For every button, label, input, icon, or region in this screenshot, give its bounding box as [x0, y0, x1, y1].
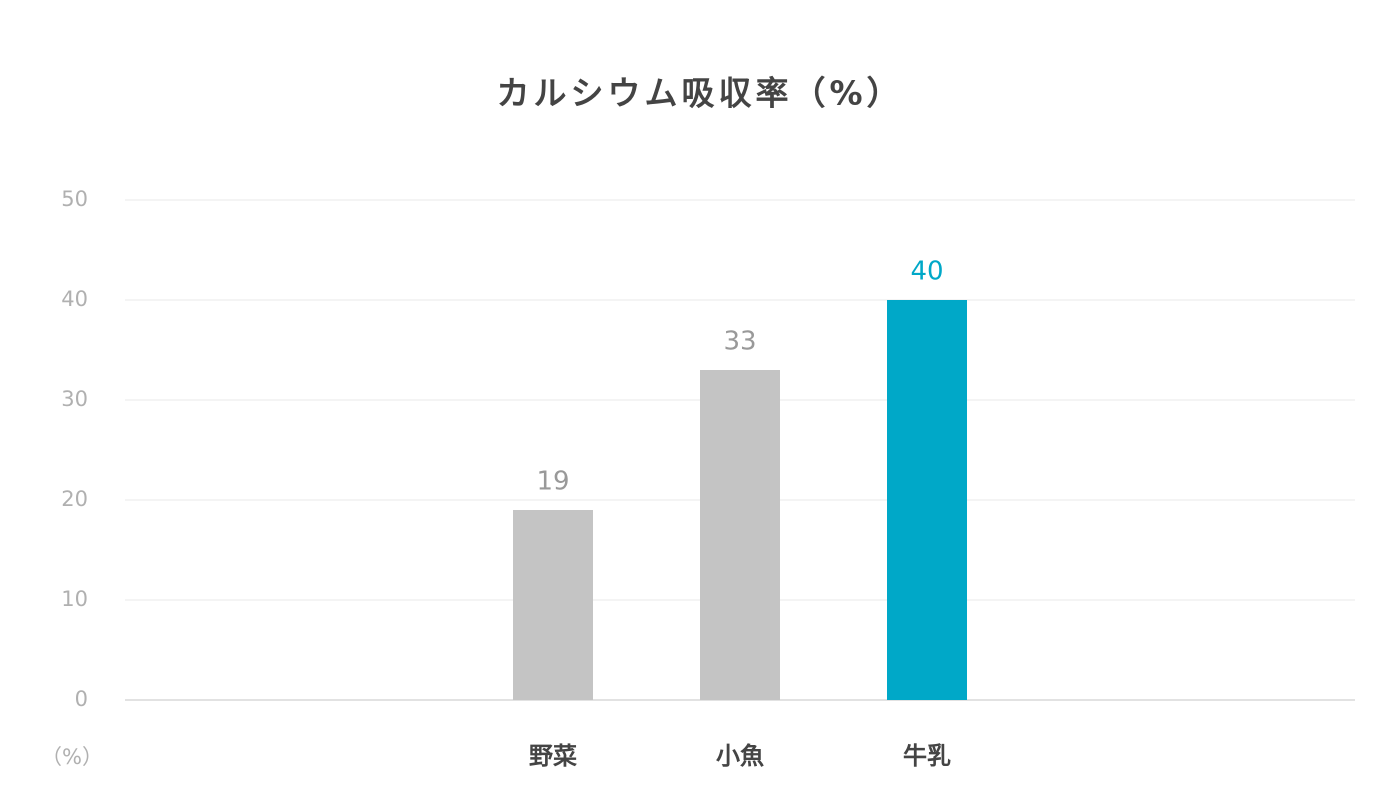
data-label: 33 [723, 327, 756, 357]
data-label: 19 [536, 467, 569, 497]
bar [887, 300, 967, 700]
bar [700, 370, 780, 700]
x-tick-label: 野菜 [529, 742, 577, 770]
y-tick-label: 50 [61, 187, 88, 211]
data-label: 40 [910, 257, 943, 287]
x-tick-label: 牛乳 [903, 742, 951, 770]
y-tick-label: 10 [61, 587, 88, 611]
y-tick-label: 30 [61, 387, 88, 411]
y-tick-label: 0 [75, 687, 88, 711]
y-tick-label: 20 [61, 487, 88, 511]
chart-title: カルシウム吸収率（%） [496, 74, 903, 113]
x-tick-label: 小魚 [716, 742, 764, 770]
y-tick-label: 40 [61, 287, 88, 311]
y-axis-unit: （%） [41, 745, 103, 769]
bar [513, 510, 593, 700]
